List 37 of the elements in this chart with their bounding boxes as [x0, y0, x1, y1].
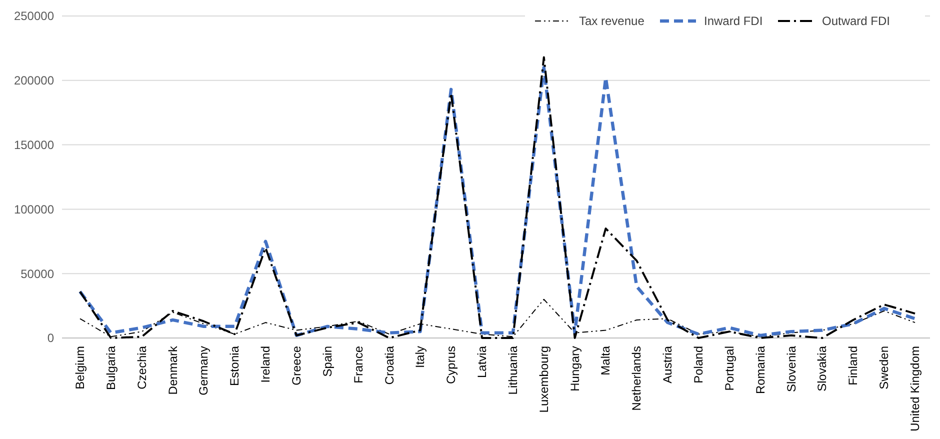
x-tick-label: Latvia: [475, 346, 490, 378]
x-tick-label: Austria: [660, 346, 675, 384]
x-tick-label: Denmark: [166, 345, 180, 395]
y-tick-label: 100000: [14, 202, 54, 216]
x-tick-label: Bulgaria: [104, 346, 118, 390]
x-tick-label: Luxembourg: [536, 346, 551, 413]
y-tick-label: 250000: [14, 9, 54, 24]
legend-label: Tax revenue: [579, 14, 645, 28]
x-tick-label: Romania: [753, 346, 768, 394]
x-tick-label: United Kingdom: [908, 346, 922, 432]
y-tick-label: 0: [47, 331, 54, 346]
x-tick-label: Spain: [320, 346, 334, 377]
x-tick-label: Hungary: [568, 346, 582, 392]
x-tick-label: France: [351, 346, 366, 384]
x-tick-label: Belgium: [73, 346, 87, 390]
legend-label: Inward FDI: [704, 14, 763, 28]
x-tick-label: Ireland: [258, 346, 273, 383]
x-tick-label: Slovakia: [815, 346, 830, 392]
y-tick-label: 50000: [20, 266, 54, 281]
x-tick-label: Cyprus: [444, 346, 458, 384]
x-tick-label: Netherlands: [630, 346, 644, 411]
y-tick-label: 200000: [14, 74, 54, 88]
x-tick-label: Sweden: [877, 346, 892, 390]
x-tick-label: Malta: [598, 346, 613, 376]
x-tick-label: Croatia: [382, 346, 396, 385]
x-tick-label: Finland: [846, 346, 860, 386]
x-tick-label: Germany: [196, 346, 211, 396]
x-tick-label: Czechia: [134, 346, 149, 390]
legend-label: Outward FDI: [822, 14, 890, 28]
y-tick-label: 150000: [14, 138, 54, 152]
x-tick-label: Lithuania: [506, 346, 520, 395]
x-tick-label: Portugal: [722, 346, 736, 391]
x-tick-label: Estonia: [228, 346, 242, 386]
x-tick-label: Poland: [692, 346, 706, 384]
x-tick-label: Italy: [413, 346, 428, 368]
x-tick-label: Slovenia: [784, 346, 798, 392]
x-tick-label: Greece: [289, 346, 304, 386]
